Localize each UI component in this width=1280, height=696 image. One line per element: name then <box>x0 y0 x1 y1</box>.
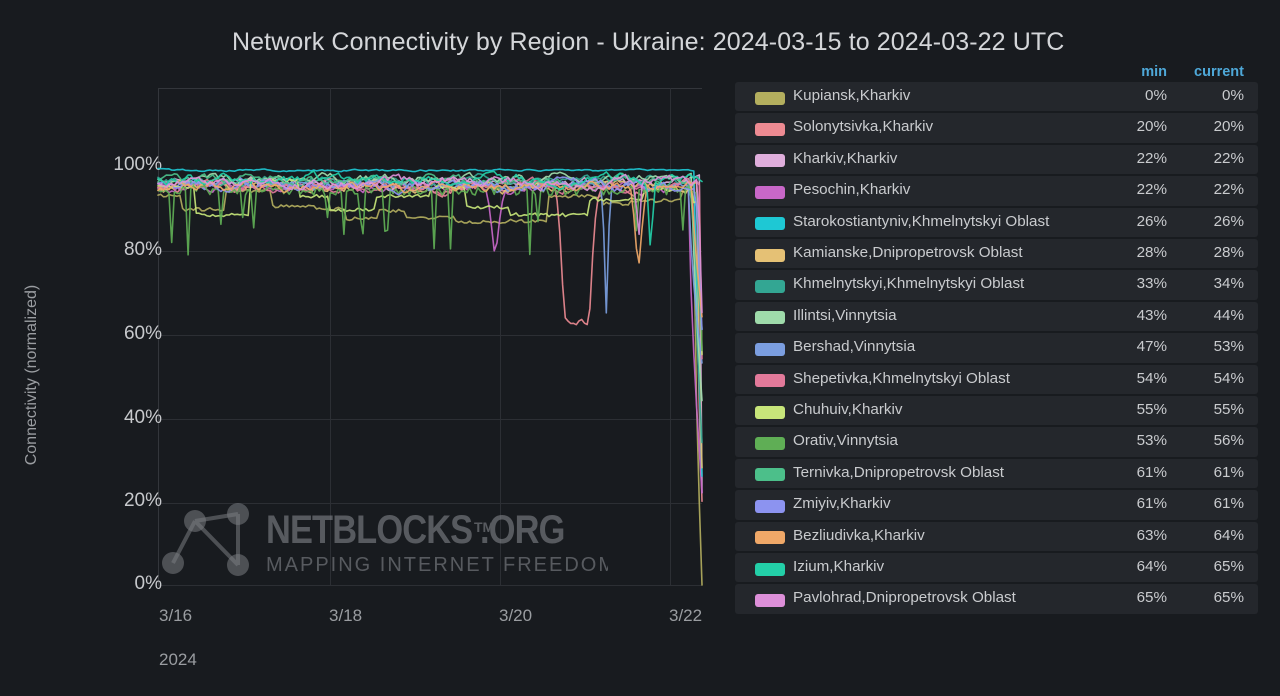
svg-text:NETBLOCKS: NETBLOCKS <box>266 507 472 552</box>
svg-text:.ORG: .ORG <box>480 507 564 552</box>
svg-text:MAPPING INTERNET FREEDOM: MAPPING INTERNET FREEDOM <box>266 554 608 576</box>
